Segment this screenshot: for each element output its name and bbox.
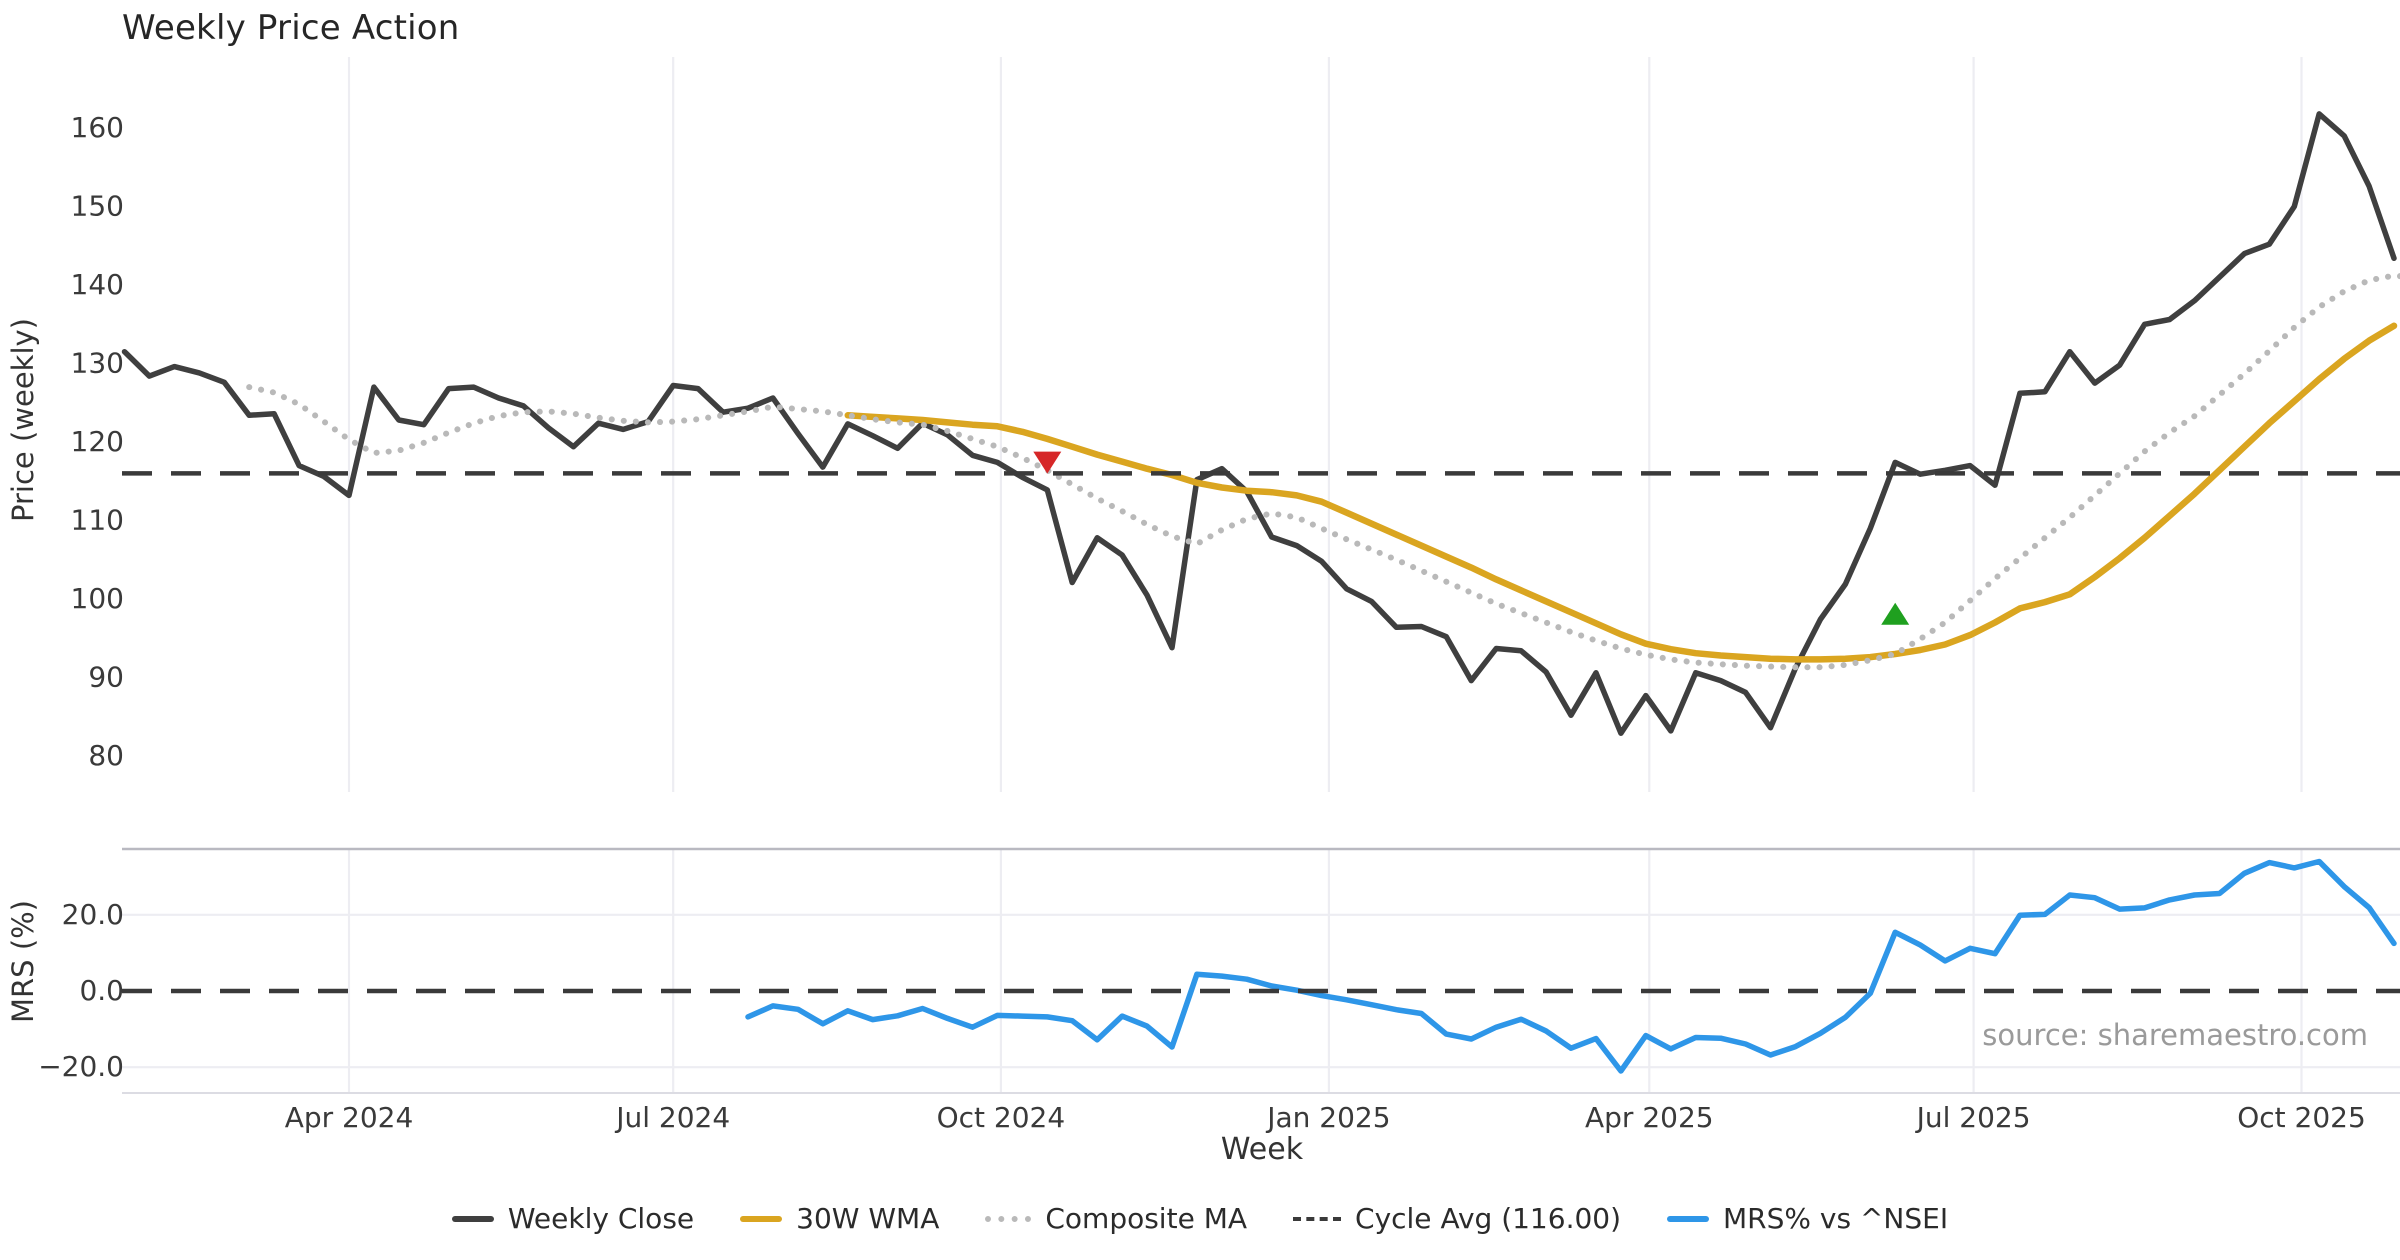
legend-label: MRS% vs ^NSEI: [1723, 1202, 1949, 1235]
x-tick-label: Jul 2024: [614, 1101, 730, 1134]
price-ytick-label: 80: [88, 739, 124, 772]
buy-signal-marker: [1881, 602, 1910, 625]
price-ytick-label: 140: [71, 268, 124, 301]
price-ytick-label: 150: [71, 190, 124, 223]
mrs-ytick-label: 20.0: [62, 898, 124, 931]
chart-title: Weekly Price Action: [122, 8, 460, 48]
x-tick-label: Oct 2024: [937, 1101, 1066, 1134]
dashed-line-swatch-icon: [1293, 1216, 1342, 1221]
x-tick-label: Oct 2025: [2237, 1101, 2366, 1134]
legend-item-weekly-close: Weekly Close: [451, 1202, 695, 1235]
mrs-ytick-label: −20.0: [38, 1050, 124, 1083]
legend-item-mrs-vs-nsei: MRS% vs ^NSEI: [1667, 1202, 1948, 1235]
legend-label: Weekly Close: [507, 1202, 695, 1235]
legend: Weekly Close 30W WMA Composite MA Cycle Avg…: [0, 1202, 2400, 1235]
x-tick-label: Apr 2025: [1585, 1101, 1714, 1134]
source-text: source: sharemaestro.com: [1982, 1018, 2368, 1052]
dotted-line-swatch-icon: [985, 1215, 1032, 1222]
mrs-axis-label: MRS (%): [6, 900, 40, 1023]
legend-item-cycle-avg-116-00: Cycle Avg (116.00): [1293, 1202, 1621, 1235]
30w-wma-line: [844, 322, 2398, 663]
x-tick-label: Jul 2025: [1915, 1101, 2031, 1134]
price-ytick-label: 90: [88, 661, 124, 694]
legend-label: Composite MA: [1045, 1202, 1248, 1235]
price-ytick-label: 100: [71, 582, 124, 615]
price-ytick-label: 110: [71, 504, 124, 537]
weekly-close-line: [121, 111, 2397, 736]
x-axis-label: Week: [1220, 1132, 1304, 1167]
solid-line-swatch-icon: [451, 1215, 494, 1222]
legend-item-30w-wma: 30W WMA: [740, 1202, 939, 1235]
sell-signal-marker: [1033, 451, 1062, 474]
mrs-ytick-label: 0.0: [79, 974, 124, 1007]
legend-label: 30W WMA: [796, 1202, 940, 1235]
composite-ma-line: [246, 272, 2400, 671]
price-axis-label: Price (weekly): [6, 318, 40, 523]
price-ytick-label: 160: [71, 111, 124, 144]
mrs-vs-nsei-line: [745, 858, 2397, 1074]
x-tick-label: Jan 2025: [1265, 1101, 1390, 1134]
legend-item-composite-ma: Composite MA: [985, 1202, 1247, 1235]
price-ytick-label: 120: [71, 425, 124, 458]
x-tick-label: Apr 2024: [285, 1101, 414, 1134]
solid-line-swatch-icon: [1667, 1215, 1710, 1222]
price-ytick-label: 130: [71, 347, 124, 380]
solid-line-swatch-icon: [740, 1215, 783, 1222]
legend-label: Cycle Avg (116.00): [1355, 1202, 1622, 1235]
